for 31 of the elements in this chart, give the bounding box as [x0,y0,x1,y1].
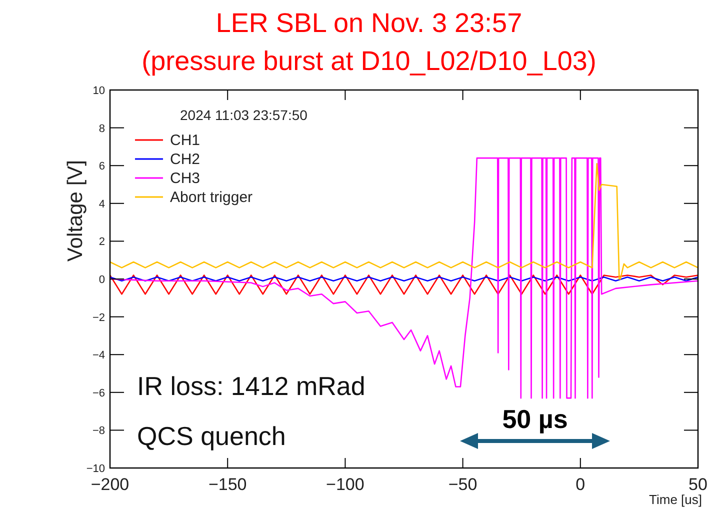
y-tick-label: 4 [98,198,105,210]
annotation: IR loss: 1412 mRad [137,371,366,401]
x-tick-label: 0 [576,475,586,494]
y-tick-label: 0 [98,274,105,286]
y-tick-label: −10 [86,463,105,475]
annotation: QCS quench [137,421,286,451]
line-series [110,163,698,280]
x-axis-title: Time [us] [649,492,702,507]
x-tick-label: 50 [688,475,708,494]
annotation: 2024 11:03 23:57:50 [180,107,308,123]
legend-label: Abort trigger [170,189,253,206]
legend-label: CH1 [170,132,200,149]
y-tick-label: 2 [98,236,105,248]
y-tick-label: 10 [92,85,105,97]
line-series [110,274,698,295]
y-tick-label: 6 [98,160,105,173]
y-axis-title: Voltage [V] [64,160,87,262]
y-tick-label: 8 [98,122,105,135]
x-tick-label: −100 [326,475,364,494]
legend-label: CH2 [170,151,200,168]
x-tick-label: −150 [208,475,247,494]
x-tick-label: −200 [90,475,130,494]
chart-title: LER SBL on Nov. 3 23:57 [216,8,522,38]
legend-label: CH3 [170,170,200,187]
y-tick-label: −6 [92,387,105,400]
x-tick-label: −50 [448,475,478,494]
y-tick-label: −2 [92,312,105,324]
chart-subtitle: (pressure burst at D10_L02/D10_L03) [142,46,596,76]
y-tick-label: −4 [92,350,105,362]
annotation: 50 µs [502,404,568,434]
y-tick-label: −8 [92,425,105,438]
